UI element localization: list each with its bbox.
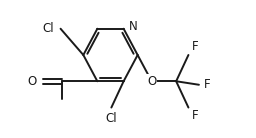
Text: Cl: Cl xyxy=(42,22,54,35)
Text: F: F xyxy=(192,40,199,53)
Text: O: O xyxy=(147,75,156,88)
Text: F: F xyxy=(204,78,211,91)
Text: N: N xyxy=(129,20,138,34)
Text: F: F xyxy=(192,109,199,122)
Text: Cl: Cl xyxy=(105,112,117,125)
Text: O: O xyxy=(28,75,37,88)
